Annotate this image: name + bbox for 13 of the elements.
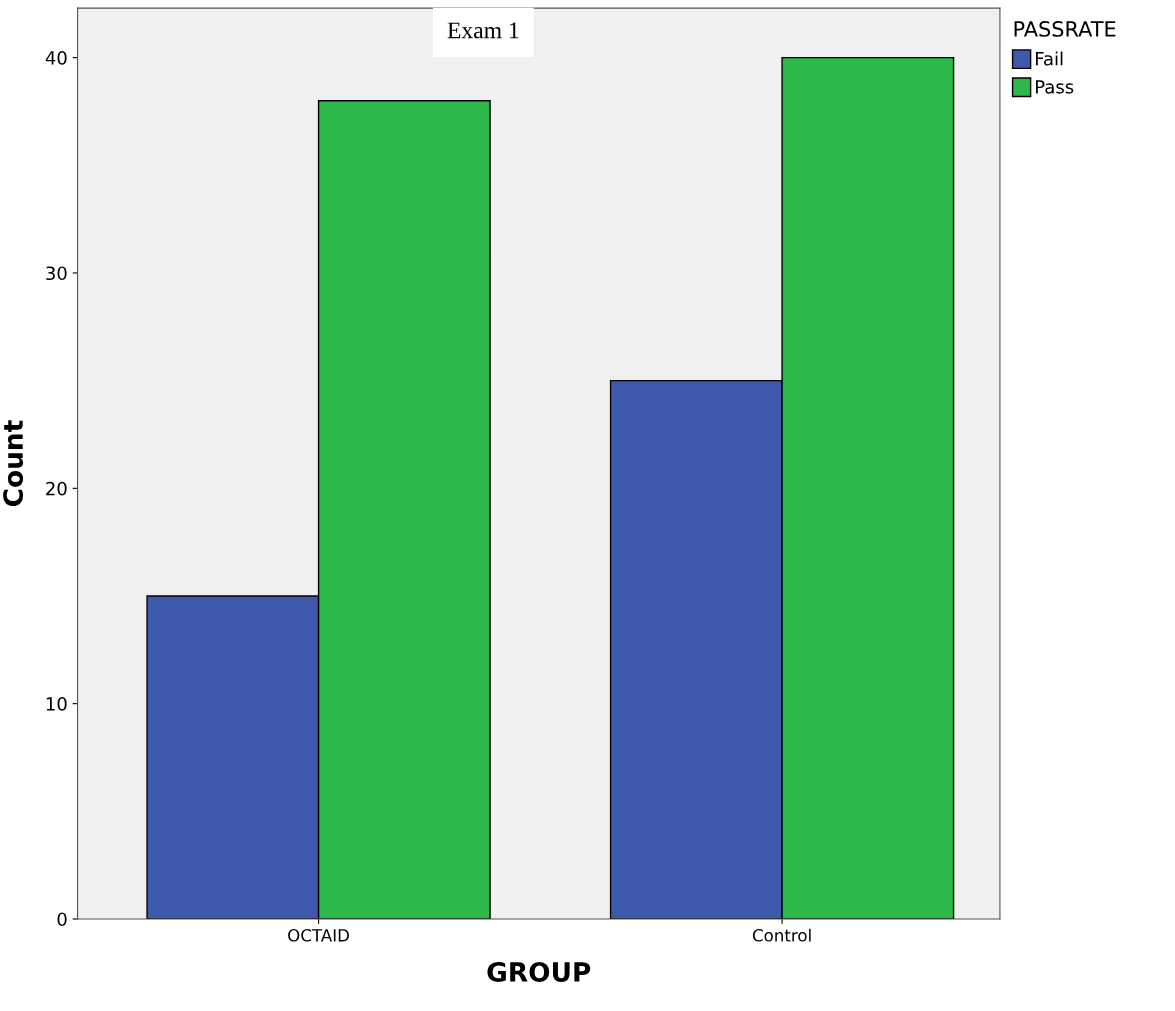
legend-title: PASSRATE [1014,21,1116,37]
chart-title: Exam 1 [447,22,519,39]
legend-label: Pass [1036,80,1074,94]
y-tick-label: 0 [57,912,67,927]
y-tick-label: 40 [45,51,67,65]
x-axis-title: GROUP [487,961,591,982]
y-tick-label: 10 [46,697,67,711]
legend-label: Fail [1036,51,1063,66]
y-tick-label: 20 [46,481,67,496]
x-tick-label: Control [752,928,811,942]
x-tick-label: OCTAID [288,929,349,942]
y-tick-label: 30 [46,266,67,281]
y-axis-title: Count [3,420,24,507]
